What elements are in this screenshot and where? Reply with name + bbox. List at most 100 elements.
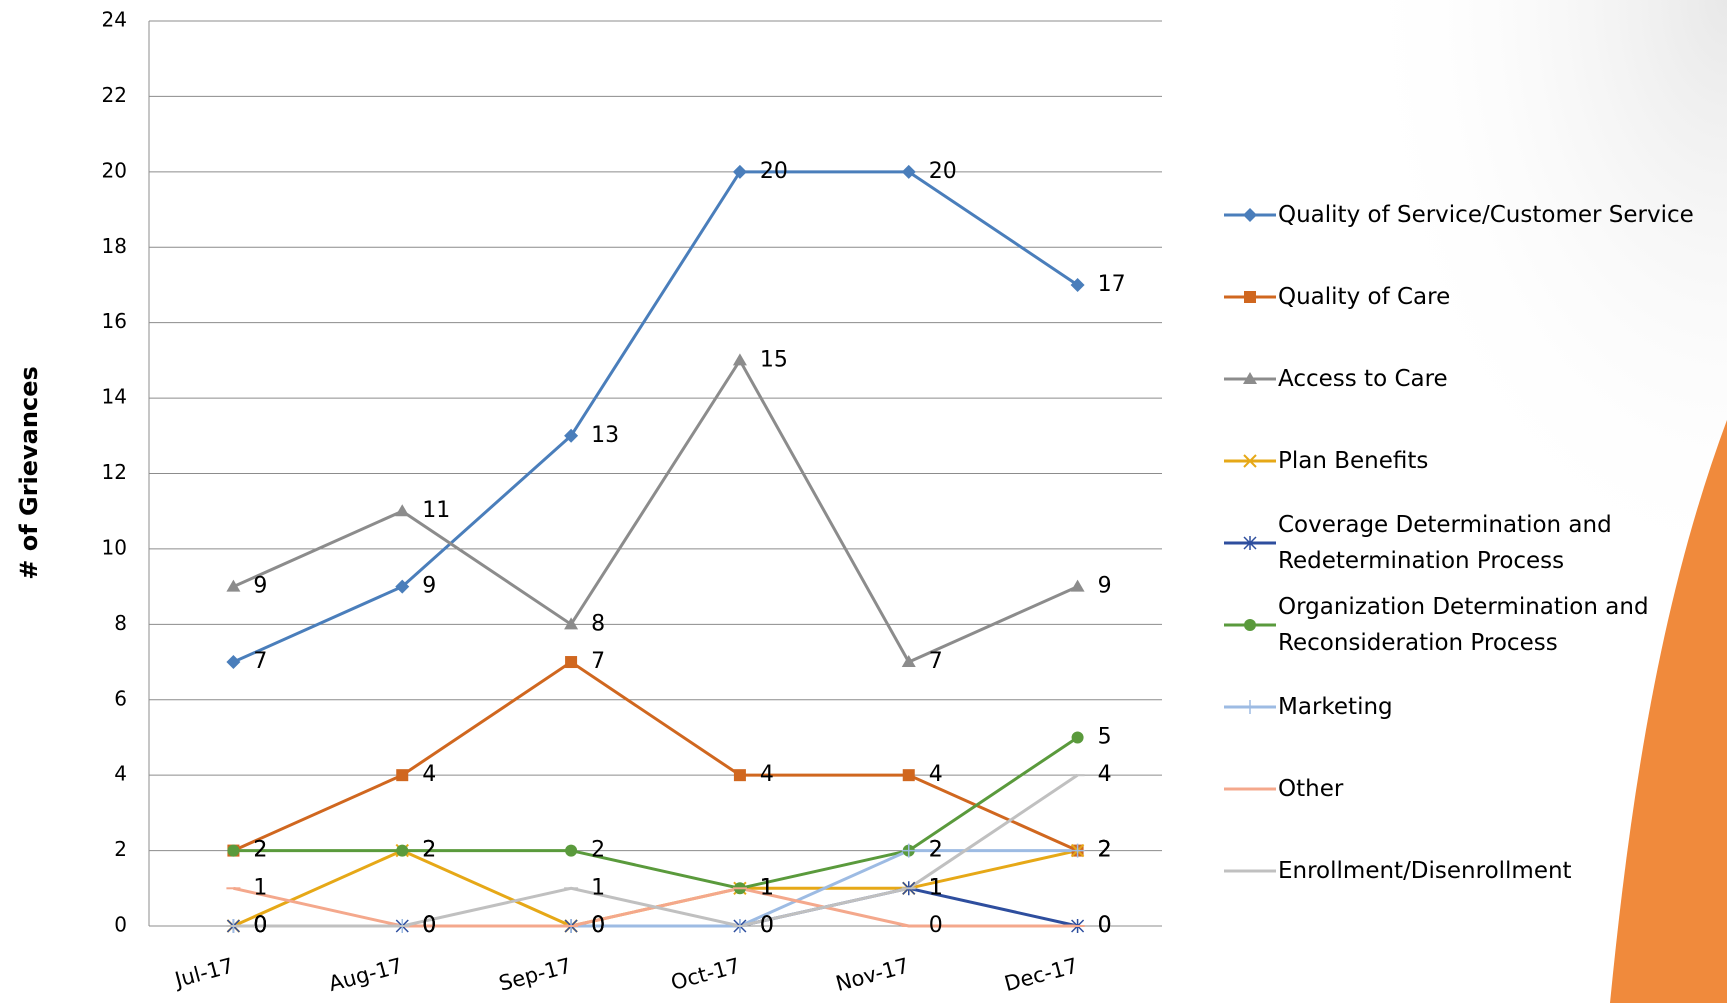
data-label: 9 (422, 574, 436, 599)
legend-label: Coverage Determination and Redeterminati… (1278, 512, 1612, 574)
y-tick-label: 14 (102, 385, 127, 409)
data-label: 2 (929, 838, 943, 863)
data-label: 15 (760, 347, 788, 372)
marker (1070, 579, 1085, 592)
data-label: 13 (591, 423, 619, 448)
data-label: 2 (1098, 838, 1112, 863)
y-axis-label: # of Grievances (15, 366, 43, 580)
marker (901, 164, 916, 179)
data-label: 0 (253, 913, 267, 938)
marker (564, 428, 579, 443)
data-label: 7 (591, 649, 605, 674)
marker (226, 655, 241, 670)
x-tick-label: Dec-17 (1002, 953, 1081, 996)
marker (564, 617, 579, 630)
series-line (233, 849, 1078, 928)
data-label: 1 (760, 875, 774, 900)
background-shade (1100, 0, 1727, 1003)
x-tick-label: Jul-17 (171, 953, 237, 992)
data-label: 17 (1098, 272, 1126, 297)
y-tick-label: 6 (114, 686, 127, 710)
marker (732, 164, 747, 179)
marker (226, 579, 241, 592)
decoration-swoosh (1610, 420, 1727, 1003)
legend-label: Organization Determination and Reconside… (1278, 594, 1649, 656)
legend-label: Quality of Service/Customer Service (1278, 202, 1694, 228)
series-line (232, 170, 1079, 664)
data-label: 0 (253, 913, 267, 938)
legend-swatch (1224, 619, 1276, 631)
data-label: 4 (1098, 762, 1112, 787)
y-tick-label: 24 (102, 8, 127, 32)
y-tick-label: 20 (102, 158, 127, 182)
data-label: 1 (253, 875, 267, 900)
legend: Quality of Service/Customer Service Quali… (1222, 174, 1722, 912)
data-label: 0 (422, 913, 436, 938)
data-label: 4 (760, 762, 774, 787)
marker (1244, 619, 1256, 631)
y-tick-label: 4 (114, 762, 127, 786)
marker (1243, 700, 1257, 714)
marker (1243, 208, 1257, 222)
data-label: 4 (422, 762, 436, 787)
series-line (232, 357, 1079, 664)
legend-label: Marketing (1278, 694, 1393, 720)
legend-item: Quality of Care (1222, 256, 1722, 338)
marker (396, 769, 409, 782)
legend-label: Enrollment/Disenrollment (1278, 858, 1572, 884)
legend-item: Other (1222, 748, 1722, 830)
data-label: 0 (422, 913, 436, 938)
y-tick-label: 10 (102, 535, 127, 559)
data-label: 0 (591, 913, 605, 938)
marker (902, 769, 915, 782)
data-label: 0 (591, 913, 605, 938)
data-label: 0 (591, 913, 605, 938)
data-label: 7 (929, 649, 943, 674)
y-tick-label: 2 (114, 837, 127, 861)
data-label: 20 (760, 159, 788, 184)
legend-label: Other (1278, 776, 1344, 802)
marker (1071, 731, 1084, 744)
marker (565, 844, 578, 857)
series-line (233, 736, 1079, 890)
series-line (233, 773, 1079, 928)
data-label: 9 (1098, 574, 1112, 599)
data-label: 8 (591, 611, 605, 636)
data-label: 9 (253, 574, 267, 599)
legend-swatch (1224, 291, 1276, 303)
data-label: 0 (422, 913, 436, 938)
data-label: 0 (929, 913, 943, 938)
data-label: 5 (1098, 724, 1112, 749)
legend-item: Enrollment/Disenrollment (1222, 830, 1722, 912)
marker (1243, 454, 1257, 468)
legend-label: Access to Care (1278, 366, 1448, 392)
y-tick-label: 12 (102, 460, 127, 484)
x-tick-label: Oct-17 (668, 953, 742, 994)
data-label: 0 (760, 913, 774, 938)
legend-swatch (1224, 700, 1276, 714)
legend-item: Organization Determination and Reconside… (1222, 584, 1722, 666)
data-label: 0 (1098, 913, 1112, 938)
legend-swatch (1224, 787, 1276, 791)
data-label: 11 (422, 498, 450, 523)
legend-label: Plan Benefits (1278, 448, 1429, 474)
marker (901, 843, 916, 858)
data-label: 1 (929, 875, 943, 900)
data-label: 0 (1098, 913, 1112, 938)
data-label: 7 (253, 649, 267, 674)
data-label: 2 (253, 838, 267, 863)
y-tick-label: 22 (102, 83, 127, 107)
y-tick-label: 8 (114, 611, 127, 635)
legend-item: Access to Care (1222, 338, 1722, 420)
data-label: 2 (929, 838, 943, 863)
data-label: 0 (422, 913, 436, 938)
legend-item: Marketing (1222, 666, 1722, 748)
legend-swatch (1224, 372, 1276, 384)
marker (901, 655, 916, 668)
marker (732, 353, 747, 366)
marker (1070, 843, 1085, 858)
marker (395, 504, 410, 517)
marker (1243, 536, 1257, 550)
